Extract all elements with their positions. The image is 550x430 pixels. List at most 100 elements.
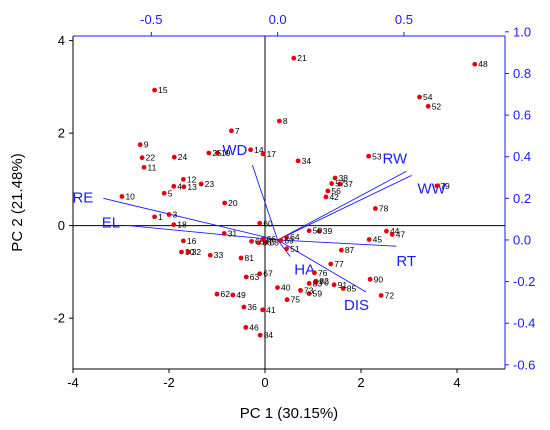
score-point: [179, 249, 184, 255]
x-axis-title: PC 1 (30.15%): [240, 405, 338, 422]
score-point: [295, 158, 301, 164]
point-label: 4: [177, 181, 182, 191]
point-label: 91: [338, 280, 348, 290]
score-point: [257, 271, 263, 277]
score-point: [389, 232, 395, 237]
point-label: 5: [168, 188, 173, 198]
point-label: 62: [221, 289, 231, 299]
score-point: [257, 332, 263, 338]
point-label: 59: [313, 289, 323, 299]
score-point: [325, 188, 331, 194]
point-label: 70: [319, 278, 329, 288]
point-label: 53: [372, 151, 382, 161]
score-point: [238, 255, 244, 261]
score-point: [298, 287, 303, 293]
point-label: 46: [249, 322, 259, 332]
score-point: [340, 286, 346, 291]
point-label: 48: [478, 59, 488, 69]
point-label: 72: [385, 290, 395, 300]
top-tick-label: -0.5: [140, 12, 162, 27]
point-label: 41: [266, 305, 276, 315]
point-label: 87: [345, 245, 355, 255]
loading-vector-rt: [277, 239, 397, 247]
point-label: 75: [291, 295, 301, 305]
score-point: [378, 293, 384, 298]
score-point: [152, 214, 158, 220]
score-point: [215, 150, 220, 156]
score-point: [284, 246, 289, 252]
score-point: [312, 270, 317, 276]
point-label: 10: [125, 191, 135, 201]
score-point: [332, 175, 338, 181]
loading-label-el: EL: [102, 214, 120, 231]
score-point: [222, 200, 228, 206]
score-point: [323, 194, 329, 200]
point-label: 86: [262, 238, 272, 248]
score-point: [384, 228, 389, 234]
score-point: [181, 238, 186, 244]
score-point: [366, 237, 372, 242]
point-label: 57: [335, 179, 345, 189]
point-label: 17: [267, 149, 277, 159]
score-point: [214, 291, 220, 297]
point-label: 24: [178, 152, 188, 162]
point-label: 12: [187, 174, 197, 184]
score-point: [260, 307, 265, 313]
point-label: 49: [236, 290, 246, 300]
score-point: [260, 236, 266, 242]
point-label: 33: [214, 250, 224, 260]
point-label: 8: [283, 116, 288, 126]
x-tick-label: 0: [261, 375, 268, 390]
point-label: 52: [432, 101, 442, 111]
y-tick-label: 4: [58, 33, 65, 48]
score-point: [328, 261, 334, 267]
point-label: 45: [373, 235, 383, 245]
score-point: [243, 324, 249, 330]
loading-label-ha: HA: [294, 262, 315, 279]
point-label: 20: [228, 198, 238, 208]
point-label: 31: [228, 228, 238, 238]
score-point: [338, 247, 344, 253]
score-point: [207, 252, 213, 258]
point-label: 77: [334, 259, 344, 269]
plot-frame: [72, 35, 506, 370]
score-point: [221, 231, 227, 236]
loading-vectors: WD RW WW RE EL RT HA DIS: [72, 142, 446, 314]
score-point: [313, 278, 319, 284]
right-tick-label: 0.2: [513, 191, 531, 206]
point-label: 73: [304, 285, 314, 295]
score-point: [141, 164, 147, 170]
score-point: [139, 155, 145, 161]
point-label: 79: [440, 181, 450, 191]
score-point: [206, 150, 212, 156]
point-label: 63: [250, 272, 260, 282]
point-label: 47: [396, 229, 406, 239]
point-label: 15: [158, 85, 168, 95]
loading-label-ww: WW: [418, 180, 447, 197]
point-label: 1: [158, 212, 163, 222]
y-tick-label: 2: [58, 126, 65, 141]
point-label: 84: [264, 330, 274, 340]
x-tick-label: -2: [163, 375, 175, 390]
score-point: [337, 181, 343, 187]
top-tick-label: 0.5: [395, 12, 413, 27]
score-point: [278, 238, 284, 243]
right-tick-label: 0.4: [513, 149, 531, 164]
point-label: 68: [269, 237, 279, 247]
right-tick-label: 0.8: [513, 66, 531, 81]
score-point: [472, 61, 478, 67]
point-label: 85: [347, 284, 357, 294]
x-tick-label: 4: [453, 375, 460, 390]
score-point: [260, 151, 266, 157]
point-label: 36: [247, 302, 257, 312]
point-label: 69: [284, 235, 294, 245]
score-point: [230, 292, 236, 298]
score-point: [256, 240, 262, 246]
score-point: [248, 147, 254, 153]
point-label: 90: [374, 274, 384, 284]
point-label: 64: [290, 232, 300, 242]
score-point: [263, 239, 269, 245]
loading-vector-el: [126, 224, 278, 241]
